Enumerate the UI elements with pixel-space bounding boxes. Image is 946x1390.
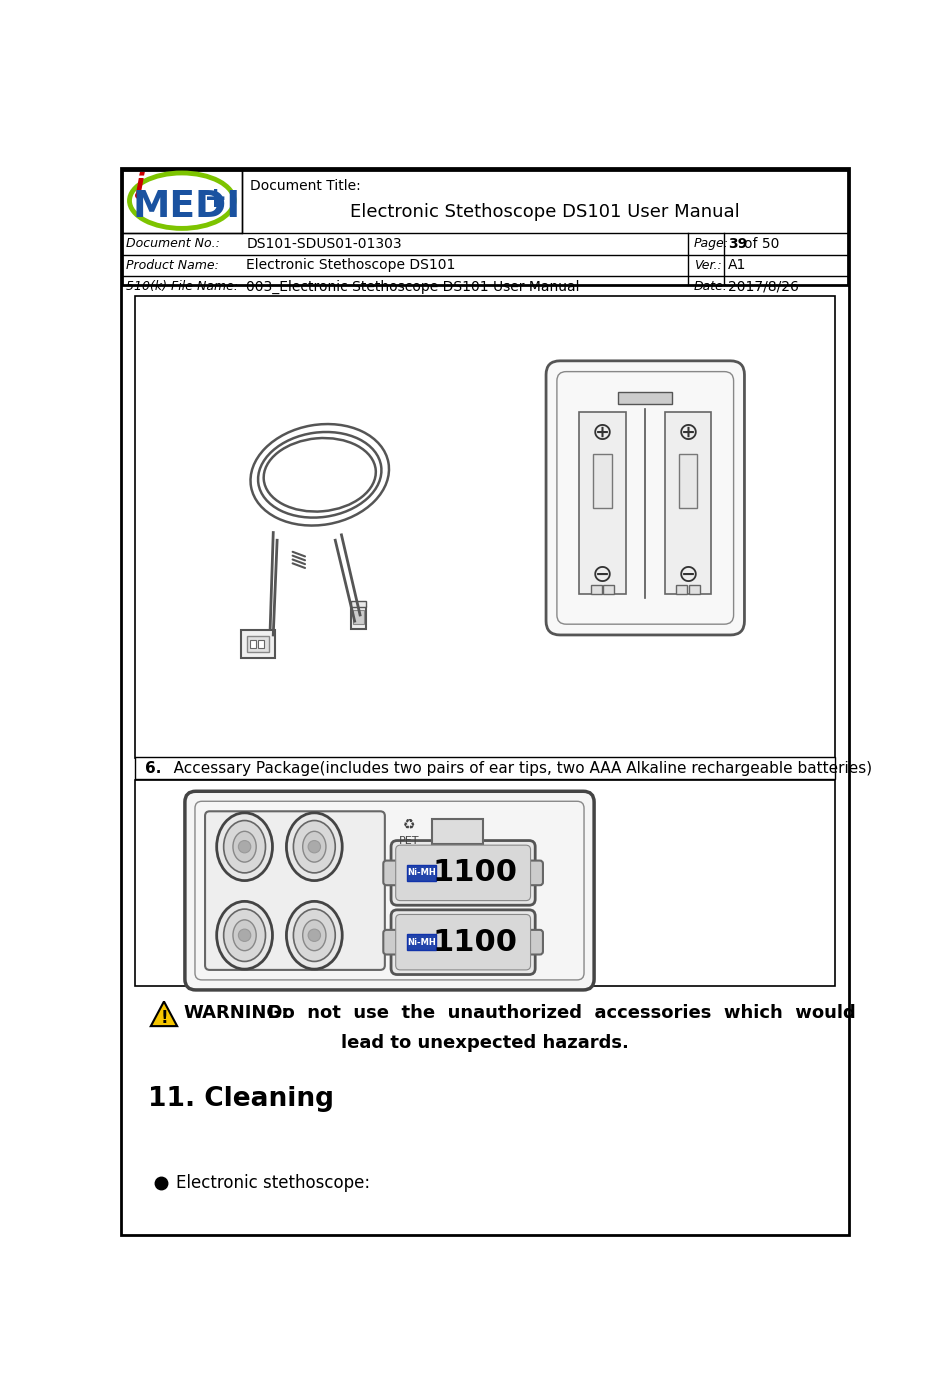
Ellipse shape: [223, 820, 266, 873]
FancyBboxPatch shape: [391, 841, 535, 905]
Text: Electronic stethoscope:: Electronic stethoscope:: [176, 1175, 371, 1193]
Bar: [247, 637, 269, 652]
Bar: [250, 641, 256, 648]
Bar: [678, 455, 697, 507]
Bar: [604, 585, 614, 594]
FancyBboxPatch shape: [524, 930, 543, 955]
Text: PET: PET: [398, 835, 419, 847]
Text: ⊕: ⊕: [677, 421, 698, 445]
Text: ♻: ♻: [403, 819, 415, 833]
Text: Accessary Package(includes two pairs of ear tips, two AAA Alkaline rechargeable : Accessary Package(includes two pairs of …: [159, 760, 871, 776]
FancyBboxPatch shape: [383, 930, 402, 955]
Text: ⊖: ⊖: [592, 563, 613, 587]
Bar: [579, 411, 626, 594]
Bar: [432, 819, 482, 844]
Text: ⊖: ⊖: [677, 563, 698, 587]
Ellipse shape: [303, 920, 326, 951]
Bar: [593, 455, 612, 507]
Text: Product Name:: Product Name:: [126, 259, 219, 272]
Ellipse shape: [287, 901, 342, 969]
Bar: [407, 934, 436, 949]
Bar: [135, 758, 835, 778]
FancyBboxPatch shape: [383, 860, 402, 885]
Text: ⊕: ⊕: [594, 566, 611, 584]
Text: Ni-MH: Ni-MH: [407, 869, 436, 877]
Polygon shape: [150, 1001, 177, 1026]
Ellipse shape: [217, 901, 272, 969]
Bar: [676, 585, 687, 594]
Bar: [689, 585, 699, 594]
FancyBboxPatch shape: [395, 915, 531, 970]
Text: lead to unexpected hazards.: lead to unexpected hazards.: [341, 1034, 629, 1052]
Bar: [407, 865, 436, 881]
Text: WARNING:: WARNING:: [184, 1004, 289, 1022]
Bar: [122, 170, 242, 234]
Text: 1100: 1100: [432, 859, 517, 887]
Text: MEDI: MEDI: [132, 189, 240, 225]
Text: Document No.:: Document No.:: [126, 238, 219, 250]
Ellipse shape: [217, 813, 272, 881]
Text: i: i: [133, 172, 143, 200]
FancyBboxPatch shape: [205, 812, 385, 970]
Circle shape: [308, 841, 321, 853]
Ellipse shape: [223, 909, 266, 962]
Ellipse shape: [233, 920, 256, 951]
Text: +: +: [204, 185, 228, 213]
Text: ⊕: ⊕: [679, 566, 696, 584]
Text: 2017/8/26: 2017/8/26: [728, 279, 799, 293]
Circle shape: [308, 929, 321, 941]
Text: Ni-MH: Ni-MH: [407, 938, 436, 947]
Text: Ver.:: Ver.:: [694, 259, 722, 272]
Ellipse shape: [287, 813, 342, 881]
Bar: [618, 392, 673, 404]
Ellipse shape: [293, 820, 335, 873]
FancyBboxPatch shape: [546, 361, 745, 635]
Text: 003_Electronic Stethoscope DS101 User Manual: 003_Electronic Stethoscope DS101 User Ma…: [246, 279, 580, 295]
Text: !: !: [160, 1009, 167, 1027]
Text: DS101-SDUS01-01303: DS101-SDUS01-01303: [246, 236, 402, 250]
Circle shape: [238, 841, 251, 853]
Text: ⊕: ⊕: [592, 421, 613, 445]
Bar: [351, 600, 366, 607]
Text: of 50: of 50: [744, 236, 780, 250]
Bar: [665, 411, 711, 594]
Ellipse shape: [233, 831, 256, 862]
FancyBboxPatch shape: [395, 845, 531, 901]
Ellipse shape: [303, 831, 326, 862]
FancyBboxPatch shape: [524, 860, 543, 885]
Text: 11. Cleaning: 11. Cleaning: [148, 1086, 334, 1112]
Text: 510(k) File Name:: 510(k) File Name:: [126, 281, 238, 293]
Text: 6.: 6.: [145, 760, 161, 776]
Text: Page:: Page:: [694, 238, 729, 250]
Bar: [351, 607, 366, 628]
Bar: [353, 610, 364, 624]
Text: Electronic Stethoscope DS101: Electronic Stethoscope DS101: [246, 259, 456, 272]
FancyBboxPatch shape: [184, 791, 594, 990]
Text: A1: A1: [728, 259, 746, 272]
Bar: [135, 296, 835, 758]
Text: 39: 39: [728, 236, 747, 250]
Bar: [135, 780, 835, 986]
Bar: [122, 170, 848, 285]
Bar: [591, 585, 602, 594]
Bar: [257, 641, 264, 648]
Text: 1100: 1100: [432, 927, 517, 956]
Text: Electronic Stethoscope DS101 User Manual: Electronic Stethoscope DS101 User Manual: [350, 203, 740, 221]
Ellipse shape: [293, 909, 335, 962]
Text: Date:: Date:: [694, 281, 728, 293]
Bar: [240, 630, 274, 657]
Circle shape: [238, 929, 251, 941]
Text: Do  not  use  the  unauthorized  accessories  which  would: Do not use the unauthorized accessories …: [254, 1004, 855, 1022]
FancyBboxPatch shape: [391, 910, 535, 974]
Text: Document Title:: Document Title:: [250, 179, 360, 193]
